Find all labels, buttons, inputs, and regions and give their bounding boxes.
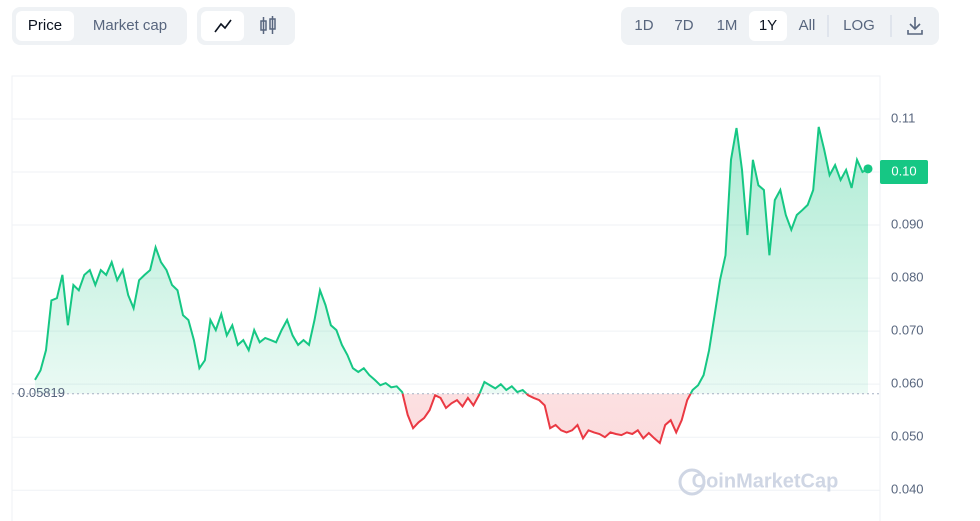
y-tick-label: 0.050 xyxy=(891,429,924,444)
price-tab[interactable] xyxy=(16,11,74,41)
watermark-logo xyxy=(678,468,706,496)
last-point xyxy=(863,164,873,174)
y-tick-label: 0.040 xyxy=(891,482,924,497)
watermark: CoinMarketCap xyxy=(692,470,839,492)
range-button[interactable]: 1D xyxy=(634,17,653,34)
price-badge xyxy=(880,160,928,185)
area-down xyxy=(35,393,868,443)
price-line-down xyxy=(401,393,692,445)
range-button[interactable]: 7D xyxy=(674,17,693,34)
candle-icon[interactable] xyxy=(260,16,276,34)
price-tab-label[interactable]: Price xyxy=(28,17,62,34)
price-line-up xyxy=(34,126,869,394)
log-button[interactable]: LOG xyxy=(843,17,875,34)
selected-range xyxy=(749,11,787,41)
baseline-label: 0.05819 xyxy=(18,385,65,400)
price-badge-label: 0.10 xyxy=(891,163,916,178)
y-tick-label: 0.080 xyxy=(891,270,924,285)
y-tick-label: 0.11 xyxy=(891,110,915,125)
range-button[interactable]: All xyxy=(799,17,816,34)
range-button[interactable]: 1M xyxy=(717,17,738,34)
y-tick-label: 0.090 xyxy=(891,216,924,231)
area-up xyxy=(35,126,868,394)
y-tick-label: 0.070 xyxy=(891,323,924,338)
market-cap-tab[interactable]: Market cap xyxy=(93,17,167,34)
plot-frame xyxy=(11,75,881,521)
y-tick-label: 0.060 xyxy=(891,376,924,391)
line-icon xyxy=(214,19,232,33)
download-icon[interactable] xyxy=(907,17,923,35)
range-button[interactable]: 1Y xyxy=(759,17,777,34)
